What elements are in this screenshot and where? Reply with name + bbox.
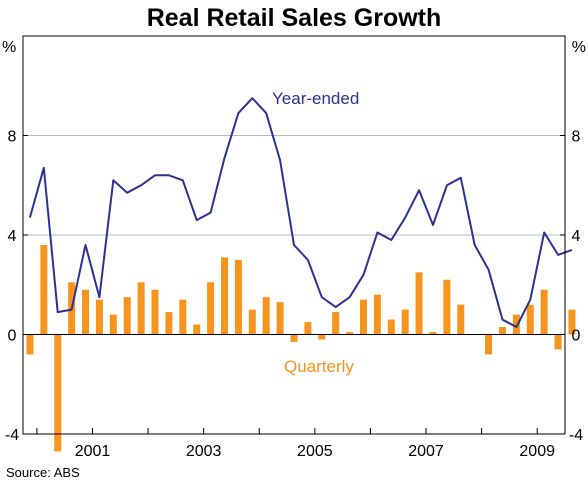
y-unit-left: % [2, 39, 16, 56]
y-tick-label-right: -4 [569, 427, 583, 444]
bar-quarterly [568, 309, 576, 335]
bar-quarterly [207, 282, 215, 335]
bar-quarterly [512, 314, 520, 335]
x-tick-label: 2007 [408, 443, 444, 460]
bar-quarterly [165, 312, 173, 335]
bar-quarterly [485, 334, 493, 355]
bar-quarterly [248, 309, 256, 335]
bar-quarterly [193, 324, 201, 335]
x-tick-label: 2009 [519, 443, 555, 460]
bar-quarterly [234, 259, 242, 335]
bar-quarterly [123, 297, 131, 335]
y-axis-ticks: 8 8 4 4 0 0 -4 -4 [5, 35, 583, 444]
bar-quarterly [304, 322, 312, 335]
bar-quarterly [540, 289, 548, 335]
year-ended-line [28, 97, 573, 328]
bar-quarterly [26, 334, 34, 355]
y-tick-label-left: -4 [5, 427, 19, 444]
gridlines [23, 135, 565, 236]
bar-quarterly [373, 294, 381, 335]
bar-quarterly [109, 314, 117, 335]
bar-quarterly [95, 299, 103, 335]
bar-quarterly [554, 334, 562, 350]
bar-quarterly [262, 297, 270, 335]
bar-quarterly [151, 289, 159, 335]
legend-year-ended: Year-ended [272, 89, 359, 108]
x-tick-label: 2003 [186, 443, 222, 460]
bar-quarterly [443, 279, 451, 335]
bar-quarterly [318, 334, 326, 340]
bar-quarterly [415, 272, 423, 335]
bar-quarterly [54, 334, 62, 452]
bar-quarterly [359, 299, 367, 335]
bar-quarterly [179, 299, 187, 335]
chart-title: Real Retail Sales Growth [147, 4, 442, 32]
bar-quarterly [276, 302, 284, 335]
y-tick-label-left: 8 [8, 129, 17, 146]
x-tick-label: 2001 [75, 443, 111, 460]
bar-quarterly [457, 304, 465, 335]
bar-quarterly [82, 289, 90, 335]
y-tick-label-right: 4 [572, 228, 581, 245]
quarterly-bars [26, 244, 576, 452]
y-unit-right: % [572, 39, 586, 56]
bar-quarterly [137, 282, 145, 335]
y-tick-label-left: 4 [8, 228, 17, 245]
bar-quarterly [332, 312, 340, 335]
y-tick-label-right: 0 [572, 328, 581, 345]
series-year-ended [28, 97, 573, 328]
bar-quarterly [429, 332, 437, 335]
y-tick-label-left: 0 [8, 328, 17, 345]
source-note: Source: ABS [6, 465, 80, 480]
bar-quarterly [290, 334, 298, 342]
bar-quarterly [40, 244, 48, 335]
bar-quarterly [221, 257, 229, 335]
bar-quarterly [346, 332, 354, 335]
y-tick-label-right: 8 [572, 129, 581, 146]
bar-quarterly [387, 319, 395, 335]
bar-quarterly [526, 304, 534, 335]
bar-quarterly [401, 309, 409, 335]
bar-quarterly [498, 327, 506, 335]
x-axis-ticks: 2001 2003 2005 2007 2009 [36, 428, 555, 460]
x-tick-label: 2005 [297, 443, 333, 460]
legend-quarterly: Quarterly [284, 357, 354, 376]
